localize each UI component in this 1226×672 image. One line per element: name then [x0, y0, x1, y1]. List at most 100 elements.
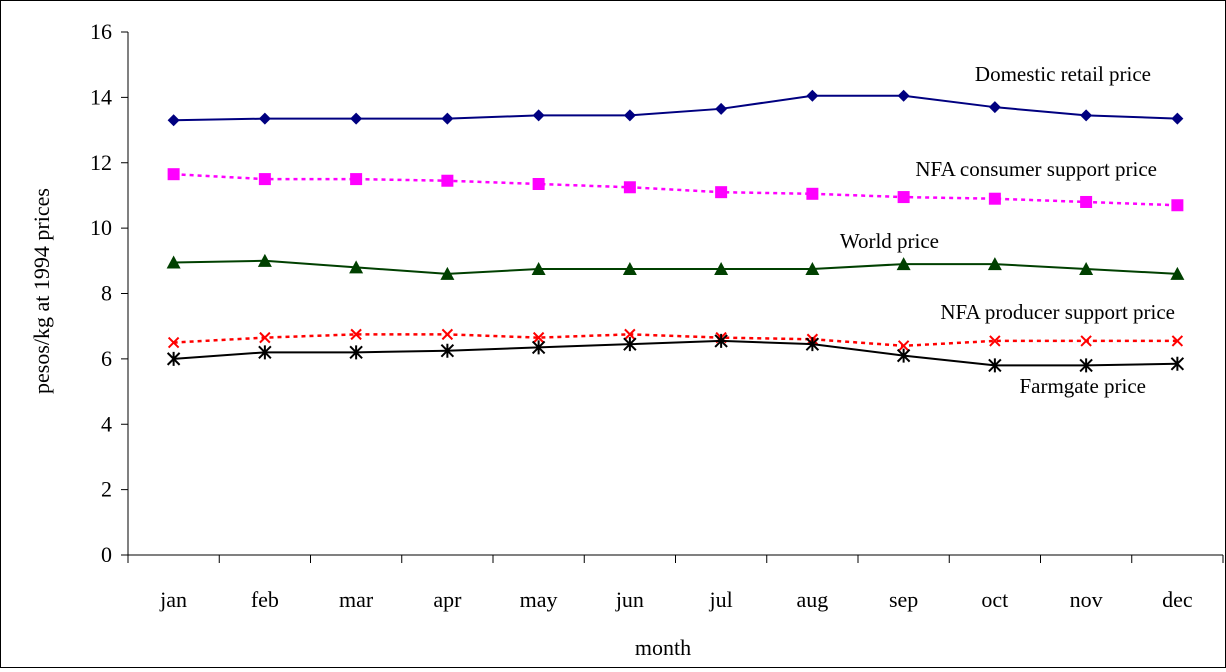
data-point	[350, 173, 363, 186]
data-point	[622, 261, 637, 275]
x-tick-label: aug	[796, 587, 828, 612]
data-point	[257, 253, 272, 267]
data-point	[988, 101, 1001, 114]
series-line	[173, 94, 1178, 122]
y-axis-title: pesos/kg at 1994 prices	[29, 188, 54, 394]
data-point	[1079, 261, 1094, 275]
data-point	[440, 343, 455, 358]
y-tick-label: 0	[101, 542, 112, 567]
data-point	[623, 181, 636, 194]
data-point	[441, 112, 454, 125]
series-domestic-retail-price	[167, 89, 1184, 127]
x-tick-label: mar	[339, 587, 374, 612]
series-line	[173, 259, 1178, 275]
x-tick-label: feb	[251, 587, 279, 612]
data-point	[440, 266, 455, 280]
data-point	[441, 174, 454, 187]
data-point	[1170, 356, 1185, 371]
data-point	[532, 109, 545, 122]
data-point	[350, 328, 362, 341]
series-layer	[166, 89, 1185, 373]
data-point	[349, 345, 363, 360]
x-tick-label: apr	[433, 587, 462, 612]
data-point	[259, 331, 271, 344]
data-point	[805, 337, 820, 352]
series-nfa-consumer-support-price	[167, 168, 1184, 212]
series-label: NFA producer support price	[940, 300, 1175, 324]
data-point	[350, 112, 363, 125]
data-point	[532, 331, 545, 344]
data-point	[166, 351, 181, 366]
data-point	[896, 348, 911, 363]
x-tick-label: dec	[1162, 587, 1193, 612]
series-label: Farmgate price	[1019, 374, 1146, 398]
series-farmgate-price	[166, 333, 1185, 373]
data-point	[897, 89, 910, 102]
series-nfa-producer-support-price	[167, 328, 1184, 352]
data-point	[167, 114, 180, 127]
x-tick-label: oct	[981, 587, 1008, 612]
data-point	[805, 261, 820, 275]
data-point	[988, 192, 1001, 205]
data-point	[1171, 112, 1184, 125]
y-tick-label: 14	[90, 84, 112, 109]
y-tick-label: 8	[101, 281, 112, 306]
data-point	[806, 187, 819, 200]
y-tick-label: 16	[90, 19, 112, 44]
series-line	[173, 339, 1178, 367]
data-point	[896, 257, 911, 271]
x-tick-label: jul	[709, 587, 733, 612]
data-point	[623, 109, 636, 122]
data-point	[531, 340, 546, 355]
series-world-price	[166, 253, 1185, 280]
y-tick-label: 12	[90, 150, 112, 175]
data-point	[166, 255, 181, 269]
data-point	[167, 168, 180, 181]
series-label: NFA consumer support price	[915, 157, 1157, 181]
data-point	[989, 335, 1001, 347]
x-tick-label: may	[520, 587, 558, 612]
series-label: Domestic retail price	[975, 62, 1151, 86]
data-point	[441, 328, 454, 341]
data-point	[988, 358, 1002, 373]
data-point	[532, 177, 545, 190]
axes: 0 2 4 6 8 10 12 14 16 jan feb mar apr may jun jul aug sep…	[90, 19, 1224, 612]
series-annotations: Domestic retail price NFA consumer suppor…	[840, 62, 1175, 398]
y-tick-label: 4	[101, 411, 112, 436]
data-point	[715, 186, 728, 199]
data-point	[623, 337, 637, 352]
data-point	[806, 89, 819, 102]
data-point	[987, 257, 1002, 271]
data-point	[714, 261, 729, 275]
data-point	[1080, 335, 1092, 347]
data-point	[1080, 195, 1093, 208]
y-tick-label: 10	[90, 215, 112, 240]
data-point	[714, 333, 728, 348]
data-point	[897, 191, 910, 204]
data-point	[1079, 358, 1093, 373]
data-point	[624, 328, 636, 341]
data-point	[258, 112, 271, 125]
x-axis-title: month	[635, 635, 691, 660]
data-point	[1170, 266, 1185, 280]
y-tick-label: 2	[101, 477, 112, 502]
x-tick-label: jun	[615, 587, 644, 612]
y-tick-label: 6	[101, 346, 112, 371]
data-point	[167, 336, 180, 349]
data-point	[531, 261, 546, 275]
series-line	[173, 333, 1178, 348]
data-point	[1171, 199, 1184, 212]
x-tick-label: jan	[159, 587, 187, 612]
series-label: World price	[840, 229, 939, 253]
data-point	[349, 260, 364, 274]
data-point	[897, 340, 910, 352]
x-tick-label: nov	[1070, 587, 1103, 612]
data-point	[258, 173, 271, 186]
data-point	[715, 102, 728, 115]
data-point	[1080, 109, 1093, 122]
data-point	[1171, 335, 1184, 347]
data-point	[258, 345, 272, 360]
x-tick-label: sep	[889, 587, 918, 612]
